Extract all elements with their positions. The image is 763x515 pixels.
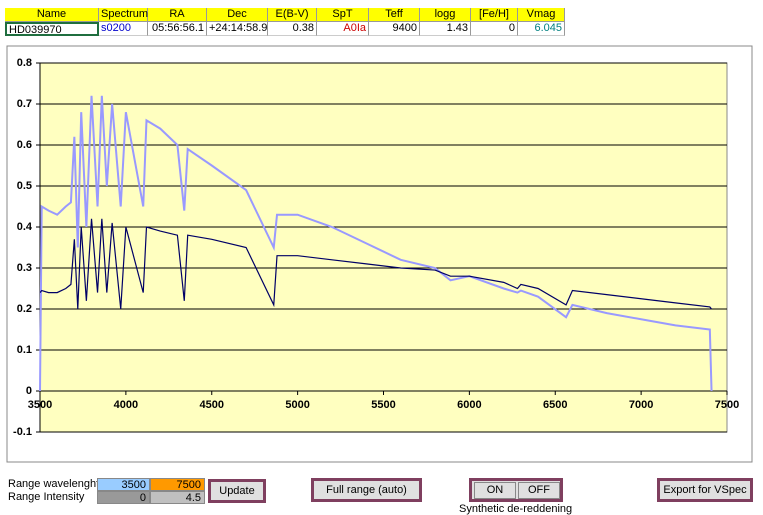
toggle-group: ON OFF — [469, 478, 563, 502]
cell: HD039970 — [5, 22, 99, 36]
header-cell: Teff — [369, 8, 420, 22]
y-tick-label: 0.1 — [17, 344, 32, 356]
range-label: Range wavelenght — [8, 478, 100, 490]
y-tick-label: 0.3 — [17, 262, 32, 274]
toggle-label: Synthetic de-reddening — [459, 503, 573, 515]
header-cell: Dec — [207, 8, 268, 22]
y-tick-label: 0 — [26, 385, 32, 397]
button[interactable]: OFF — [518, 482, 560, 499]
x-tick-label: 6500 — [543, 399, 567, 411]
x-tick-label: 7000 — [629, 399, 653, 411]
header-cell: SpT — [317, 8, 369, 22]
cell: 05:56:56.1 — [148, 22, 207, 36]
y-tick-label: 0.4 — [17, 221, 33, 233]
y-tick-label: -0.1 — [13, 426, 32, 438]
button[interactable]: ON — [474, 482, 516, 499]
x-tick-label: 7500 — [715, 399, 739, 411]
cell: +24:14:58.9 — [207, 22, 268, 36]
input[interactable]: 4.5 — [150, 491, 205, 504]
input[interactable]: 7500 — [150, 478, 205, 491]
cell: 1.43 — [420, 22, 471, 36]
header-cell: Name — [5, 8, 99, 22]
header-cell: E(B-V) — [268, 8, 317, 22]
plot-area — [39, 62, 728, 433]
x-tick-label: 5500 — [371, 399, 395, 411]
button[interactable]: Full range (auto) — [311, 478, 422, 502]
input[interactable]: 3500 — [97, 478, 150, 491]
header-cell: Vmag — [518, 8, 565, 22]
x-tick-label: 6000 — [457, 399, 481, 411]
cell: 0 — [471, 22, 518, 36]
y-tick-label: 0.7 — [17, 98, 32, 110]
cell: A0Ia — [317, 22, 369, 36]
y-tick-label: 0.5 — [17, 180, 32, 192]
button[interactable]: Update — [208, 479, 266, 503]
range-label: Range Intensity — [8, 491, 85, 503]
chart: -0.1 0 0.1 0.2 0.3 0.4 0.5 0.6 0.7 0.8 3500 4000 450… — [6, 45, 753, 463]
header-cell: Spectrum — [99, 8, 149, 22]
header-cell: RA — [148, 8, 207, 22]
series-line — [39, 218, 713, 310]
x-tick-label: 4500 — [200, 399, 224, 411]
header-cell: logg — [420, 8, 471, 22]
y-tick-label: 0.8 — [17, 57, 32, 69]
x-tick-label: 3500 — [28, 399, 52, 411]
x-tick-label: 4000 — [114, 399, 138, 411]
header-cell: [Fe/H] — [471, 8, 518, 22]
x-tick-label: 5000 — [285, 399, 309, 411]
y-tick-label: 0.2 — [17, 303, 32, 315]
cell: 6.045 — [518, 22, 565, 36]
input[interactable]: 0 — [97, 491, 150, 504]
button[interactable]: Export for VSpec — [657, 478, 753, 502]
cell: 9400 — [369, 22, 420, 36]
cell: 0.38 — [268, 22, 317, 36]
series-line — [39, 95, 713, 392]
y-tick-label: 0.6 — [17, 139, 32, 151]
cell: s0200 — [99, 22, 148, 36]
